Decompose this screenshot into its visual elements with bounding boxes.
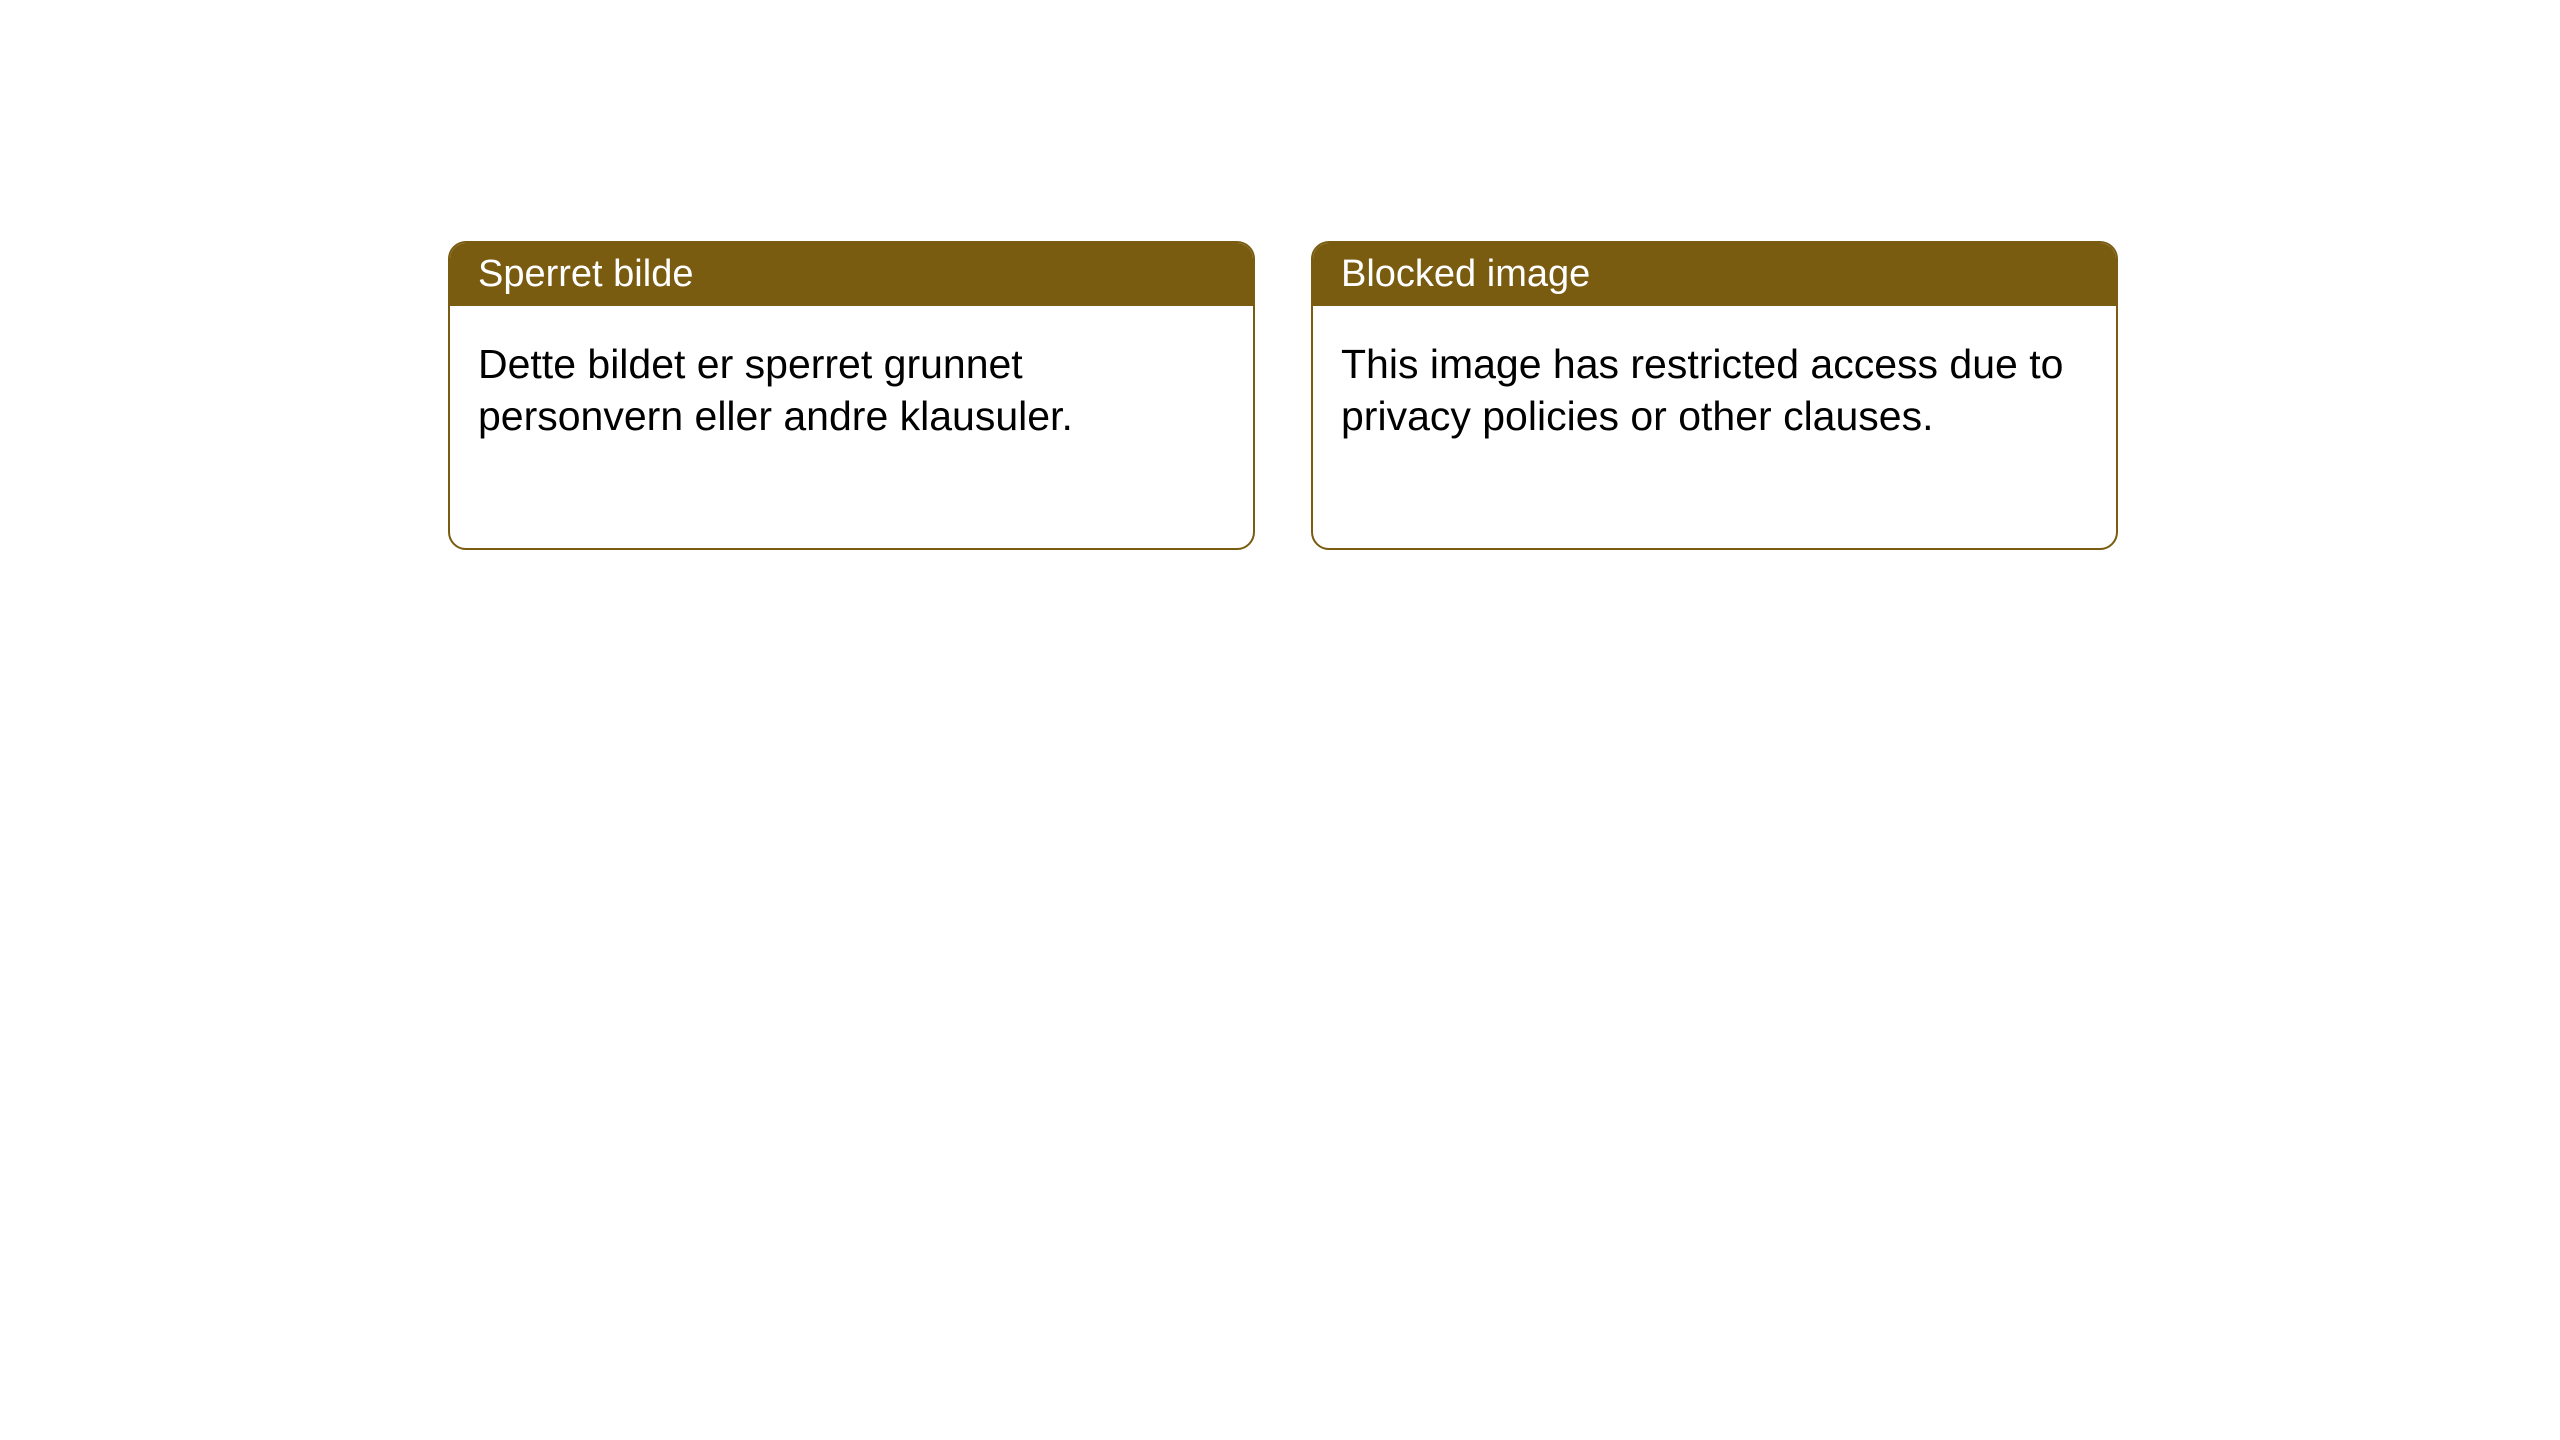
notice-card-norwegian: Sperret bilde Dette bildet er sperret gr… [448, 241, 1255, 550]
card-body-text: Dette bildet er sperret grunnet personve… [450, 306, 1253, 548]
notice-container: Sperret bilde Dette bildet er sperret gr… [448, 241, 2118, 550]
card-body-text: This image has restricted access due to … [1313, 306, 2116, 548]
card-title: Sperret bilde [450, 243, 1253, 306]
card-title: Blocked image [1313, 243, 2116, 306]
notice-card-english: Blocked image This image has restricted … [1311, 241, 2118, 550]
